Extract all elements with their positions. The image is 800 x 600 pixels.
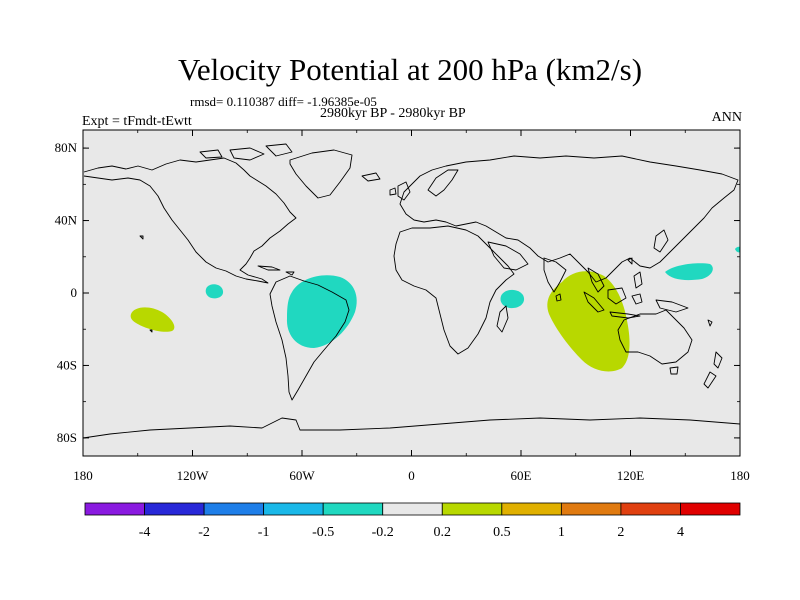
lon-label: 120W	[177, 468, 210, 483]
rmsd-diff-stats: rmsd= 0.110387 diff= -1.96385e-05	[190, 94, 377, 109]
colorbar-box-0	[84, 502, 145, 516]
lat-label: 40S	[57, 357, 77, 372]
colorbar: -4 -2 -1 -0.5 -0.2 0.2 0.5 1 2 4	[84, 502, 741, 540]
experiment-label: Expt = tFmdt-tEwtt	[82, 114, 192, 129]
lat-label: 80N	[55, 140, 78, 155]
map-background	[83, 130, 740, 456]
coastline-philippines	[627, 257, 643, 289]
colorbar-label: 1	[558, 525, 565, 540]
colorbar-box-1	[144, 502, 205, 516]
coastline-arabia	[487, 241, 529, 271]
anomaly-shading	[130, 246, 740, 372]
coastline-scandinavia	[427, 169, 459, 197]
lon-label: 180	[730, 468, 750, 483]
coastline-british-isles	[389, 181, 411, 201]
lon-label: 0	[408, 468, 415, 483]
colorbar-label: -0.5	[312, 525, 334, 540]
anomaly-dateline-negative	[735, 246, 740, 253]
colorbar-label: 0.5	[493, 525, 511, 540]
longitude-axis: 180 120W 60W 0 60E 120E 180	[73, 130, 750, 483]
colorbar-box-7	[501, 502, 562, 516]
anomaly-west-pacific-negative	[665, 263, 713, 281]
colorbar-label: -0.2	[372, 525, 394, 540]
coastline-madagascar	[496, 305, 509, 333]
lon-label: 180	[73, 468, 93, 483]
coastline-new-guinea	[655, 299, 689, 313]
coastline-australia	[617, 309, 693, 365]
lon-label: 120E	[617, 468, 645, 483]
lat-label: 40N	[55, 213, 78, 228]
coastline-japan	[653, 229, 669, 253]
colorbar-box-3	[263, 502, 324, 516]
anomaly-indian-ocean-positive	[547, 271, 630, 372]
colorbar-box-4	[322, 502, 384, 516]
coastline-eurasia	[399, 155, 739, 283]
latitude-axis: 80N 40N 0 40S 80S	[55, 140, 740, 445]
coastline-greenland	[289, 149, 353, 199]
coastline-indonesia	[583, 287, 643, 319]
colorbar-box-2	[203, 502, 265, 516]
colorbar-box-6	[441, 502, 503, 516]
colorbar-box-5	[382, 502, 443, 516]
season-label: ANN	[711, 110, 742, 125]
anomaly-south-pacific-positive	[130, 307, 175, 332]
colorbar-label: -2	[198, 525, 210, 540]
anomaly-east-pacific-negative	[205, 284, 224, 299]
coastline-small-islands	[139, 235, 713, 333]
coastline-south-america	[269, 275, 350, 401]
colorbar-label: -4	[139, 525, 151, 540]
anomaly-east-africa-negative	[500, 289, 525, 309]
coastline-tasmania	[669, 366, 679, 375]
coastline-india	[543, 257, 567, 302]
anomaly-south-america-negative	[286, 275, 357, 348]
coastlines	[83, 143, 740, 439]
colorbar-label: 2	[617, 525, 624, 540]
lat-label: 0	[71, 285, 78, 300]
lon-label: 60E	[511, 468, 532, 483]
period-label: 2980kyr BP - 2980kyr BP	[320, 106, 466, 121]
coastline-antarctica	[83, 417, 740, 439]
coastline-africa	[393, 225, 515, 355]
coastline-caribbean	[257, 265, 295, 276]
colorbar-label: 4	[677, 525, 684, 540]
coastline-indochina	[587, 267, 605, 293]
colorbar-label: -1	[258, 525, 270, 540]
coastline-iceland	[361, 172, 381, 182]
colorbar-box-10	[680, 502, 741, 516]
lat-label: 80S	[57, 430, 77, 445]
coastline-north-america	[83, 157, 297, 284]
coastline-new-zealand	[703, 351, 723, 389]
lon-label: 60W	[289, 468, 315, 483]
plot-title: Velocity Potential at 200 hPa (km2/s)	[177, 52, 643, 87]
colorbar-box-9	[620, 502, 681, 516]
colorbar-box-8	[560, 502, 622, 516]
colorbar-label: 0.2	[434, 525, 452, 540]
coastline-arctic-islands	[199, 143, 293, 161]
